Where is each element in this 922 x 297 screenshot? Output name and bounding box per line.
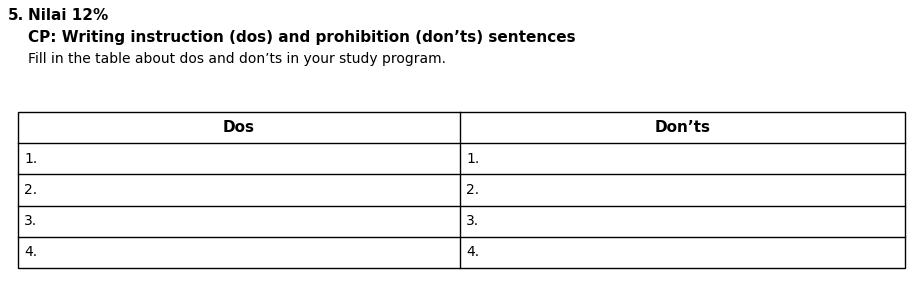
Text: CP: Writing instruction (dos) and prohibition (don’ts) sentences: CP: Writing instruction (dos) and prohib…	[28, 30, 575, 45]
Text: 3.: 3.	[24, 214, 37, 228]
Text: Don’ts: Don’ts	[655, 120, 711, 135]
Text: 3.: 3.	[466, 214, 479, 228]
Text: 4.: 4.	[24, 245, 37, 259]
Text: Dos: Dos	[223, 120, 255, 135]
Bar	[18, 112, 905, 268]
Text: 1.: 1.	[24, 152, 37, 166]
Text: 2.: 2.	[466, 183, 479, 197]
Text: 1.: 1.	[466, 152, 479, 166]
Text: 5.: 5.	[8, 8, 24, 23]
Text: Fill in the table about dos and don’ts in your study program.: Fill in the table about dos and don’ts i…	[28, 52, 446, 66]
Text: 2.: 2.	[24, 183, 37, 197]
Text: Nilai 12%: Nilai 12%	[28, 8, 108, 23]
Text: 4.: 4.	[466, 245, 479, 259]
